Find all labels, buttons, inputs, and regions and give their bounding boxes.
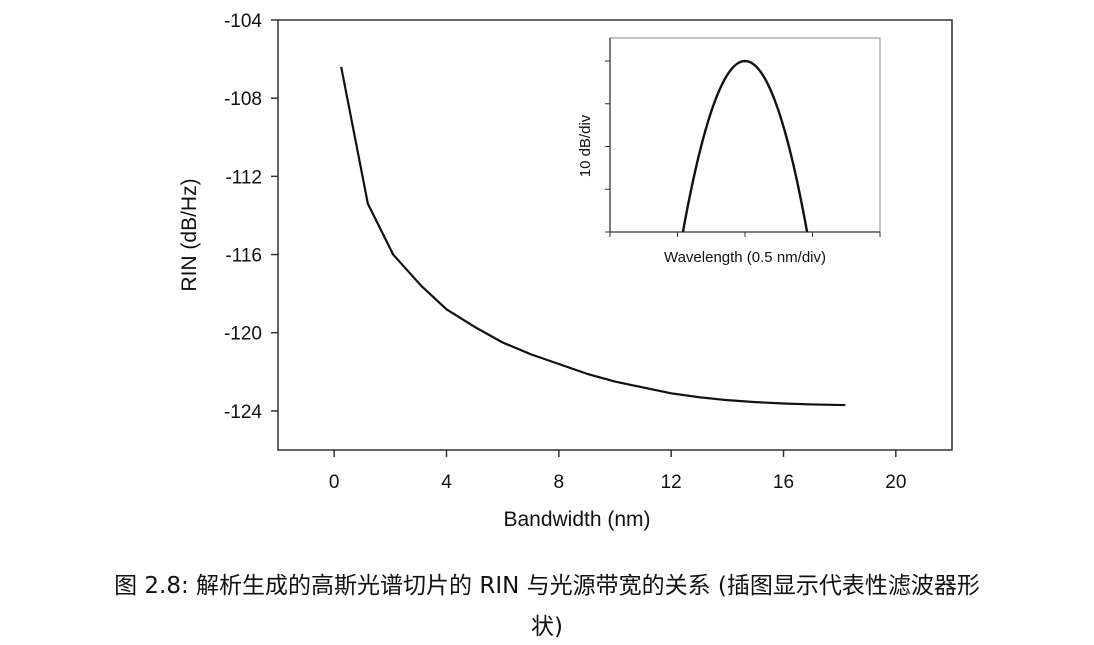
y-tick-label: -112 <box>225 167 262 188</box>
plot-frame <box>277 19 953 451</box>
figure-caption-line2: 状) <box>531 614 563 640</box>
x-tick-label: 16 <box>773 472 794 493</box>
x-tick-label: 20 <box>885 472 906 493</box>
x-axis-label: Bandwidth (nm) <box>503 508 650 531</box>
inset-frame <box>609 37 881 233</box>
y-tick-label: -116 <box>225 246 262 267</box>
x-tick-label: 4 <box>441 472 452 493</box>
figure-caption-line1: 图 2.8: 解析生成的高斯光谱切片的 RIN 与光源带宽的关系 (插图显示代表… <box>114 573 980 599</box>
y-tick-label: -124 <box>224 402 262 423</box>
y-tick-label: -120 <box>224 324 262 345</box>
rin-series-line <box>340 66 846 407</box>
inset-filter-curve <box>681 59 809 233</box>
y-tick-label: -104 <box>224 11 262 32</box>
x-tick-label: 12 <box>661 472 682 493</box>
inset-y-label: 10 dB/div <box>577 114 594 177</box>
inset-x-label: Wavelength (0.5 nm/div) <box>664 249 826 266</box>
y-axis-label: RIN (dB/Hz) <box>178 178 201 291</box>
x-tick-label: 0 <box>329 472 340 493</box>
y-tick-label: -108 <box>224 89 262 110</box>
x-tick-label: 8 <box>554 472 565 493</box>
